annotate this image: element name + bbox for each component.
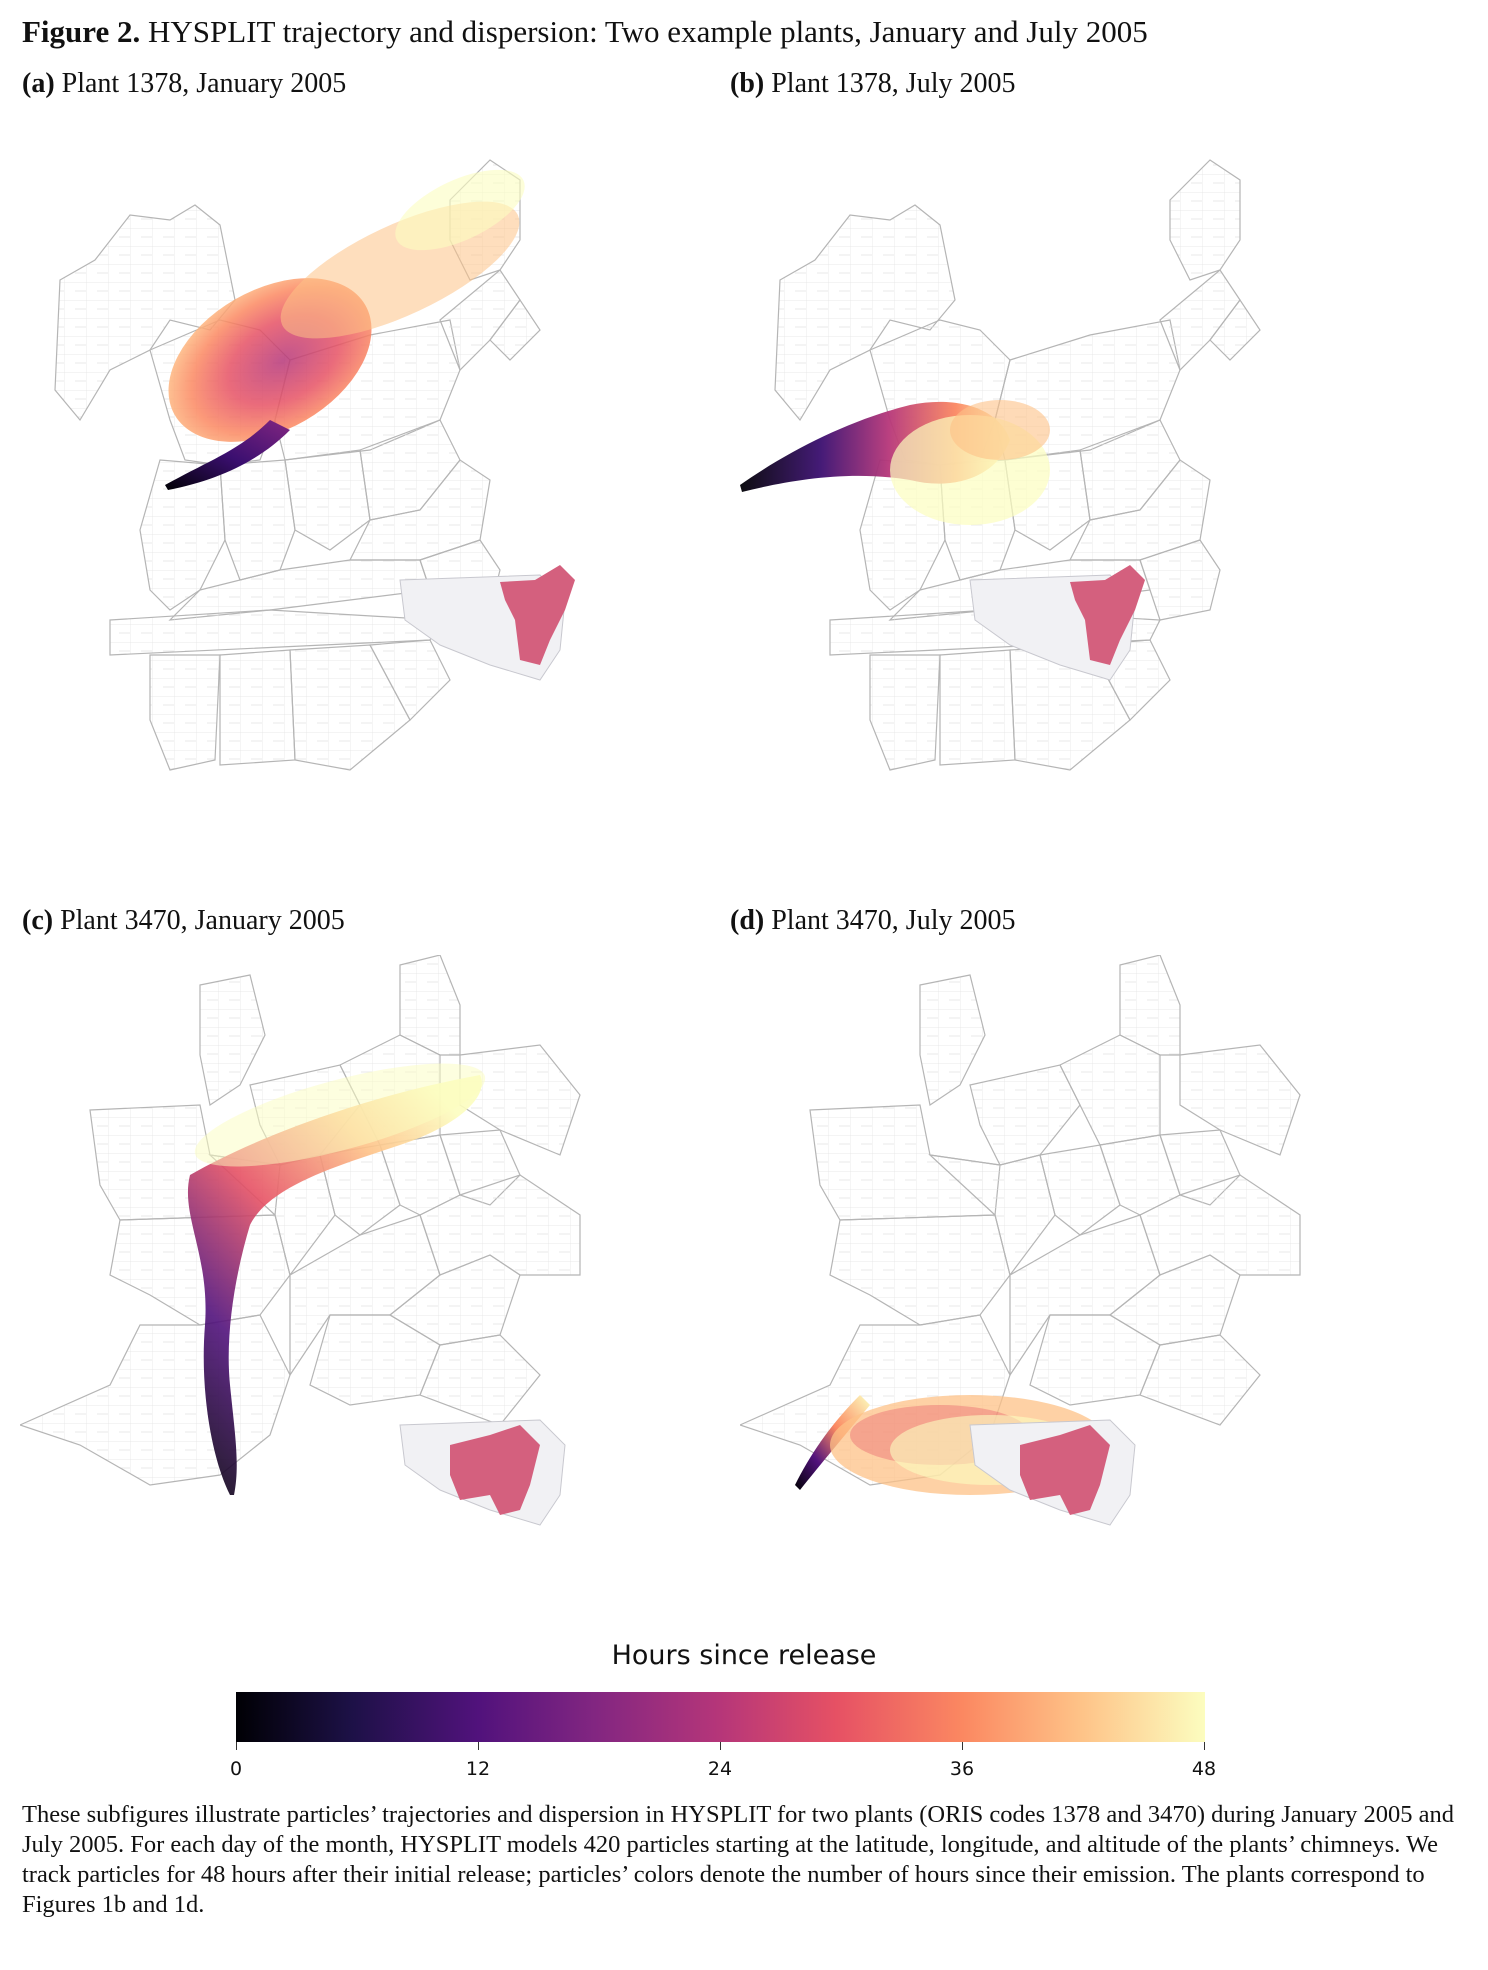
panel-c-tag: (c) [22, 905, 54, 936]
tick-label-48: 48 [1191, 1758, 1217, 1780]
southern-us-states [20, 955, 581, 1486]
inset-us-a [399, 565, 575, 681]
tick-label-12: 12 [465, 1758, 491, 1780]
panel-b-tag: (b) [730, 68, 765, 99]
panel-a-map [20, 120, 740, 880]
panel-b-label: (b) Plant 1378, July 2005 [730, 68, 1015, 100]
plume-a [165, 169, 525, 490]
tick-label-24: 24 [707, 1758, 733, 1780]
colorbar [236, 1692, 1205, 1742]
tick-24 [720, 1742, 721, 1750]
tick-label-0: 0 [229, 1758, 243, 1780]
panel-a-tag: (a) [22, 68, 55, 99]
tick-0 [236, 1742, 237, 1750]
plume-c [187, 1063, 486, 1495]
panel-a-title: Plant 1378, January 2005 [61, 68, 347, 99]
color-legend: Hours since release 0 12 24 36 48 [0, 1640, 1488, 1790]
panel-b-map [740, 120, 1460, 880]
tick-12 [478, 1742, 479, 1750]
panel-d-map [740, 955, 1460, 1615]
panel-a-label: (a) Plant 1378, January 2005 [22, 68, 346, 100]
inset-us-d [969, 1419, 1136, 1526]
tick-36 [962, 1742, 963, 1750]
panel-c-label: (c) Plant 3470, January 2005 [22, 905, 345, 937]
figure-caption: These subfigures illustrate particles’ t… [22, 1801, 1455, 1918]
tick-48 [1204, 1742, 1205, 1750]
tick-label-36: 36 [949, 1758, 975, 1780]
southern-us-states [740, 955, 1301, 1486]
inset-us-b [969, 565, 1145, 681]
figure-title-text: HYSPLIT trajectory and dispersion: Two e… [148, 14, 1148, 49]
plume-b [740, 400, 1050, 525]
figure-number: Figure 2. [22, 14, 141, 49]
legend-title: Hours since release [611, 1640, 877, 1671]
panel-d-title: Plant 3470, July 2005 [771, 905, 1016, 936]
inset-us-c [399, 1419, 566, 1526]
panel-c-title: Plant 3470, January 2005 [60, 905, 345, 936]
panel-d-label: (d) Plant 3470, July 2005 [730, 905, 1015, 937]
panel-d-tag: (d) [730, 905, 765, 936]
panel-b-title: Plant 1378, July 2005 [771, 68, 1016, 99]
figure-title: Figure 2. HYSPLIT trajectory and dispers… [22, 14, 1148, 50]
panel-c-map [20, 955, 740, 1615]
